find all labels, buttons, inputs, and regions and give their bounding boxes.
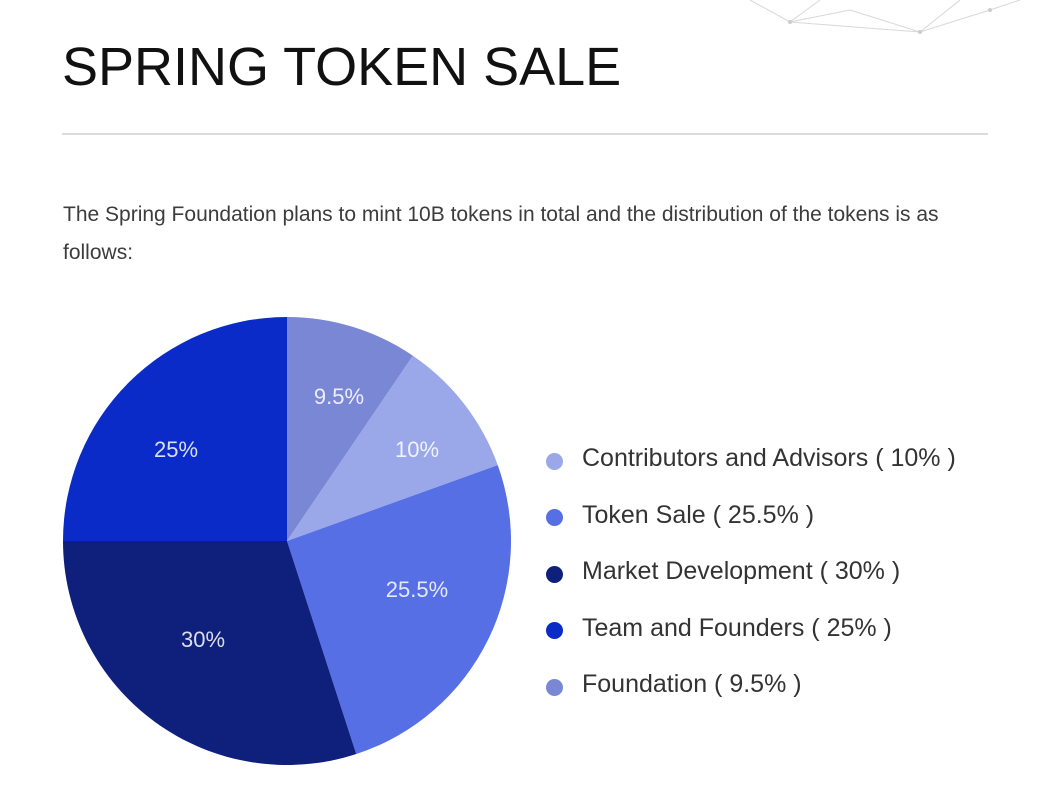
legend-swatch-contributors [546,452,563,470]
pie-slice-token-sale [287,465,511,755]
legend-label-team-founders: Team and Founders ( 25% ) [582,613,892,642]
legend-item-contributors: Contributors and Advisors ( 10% ) [546,438,956,495]
legend-item-token-sale: Token Sale ( 25.5% ) [546,495,956,552]
legend-item-team-founders: Team and Founders ( 25% ) [546,608,956,665]
pie-slice-contributors [287,355,498,541]
network-lines-decoration [749,0,1021,34]
legend-label-foundation: Foundation ( 9.5% ) [582,670,802,698]
legend-label-token-sale: Token Sale ( 25.5% ) [582,500,815,529]
pie-data-label-foundation: 9.5% [314,384,364,409]
pie-data-label-team-founders: 25% [154,437,198,462]
pie-slice-foundation [287,317,413,541]
title-divider [62,133,988,135]
intro-text: The Spring Foundation plans to mint 10B … [63,203,939,264]
legend-swatch-market-development [546,565,563,583]
legend-label-market-development: Market Development ( 30% ) [582,557,901,585]
legend-swatch-foundation [546,678,563,696]
pie-legend: Contributors and Advisors ( 10% ) Token S… [546,438,956,721]
pie-data-label-token-sale: 25.5% [386,577,448,602]
legend-swatch-token-sale [546,509,563,527]
legend-swatch-team-founders [546,622,563,640]
legend-item-foundation: Foundation ( 9.5% ) [546,664,956,721]
pie-slice-team-founders [63,317,287,541]
legend-item-market-development: Market Development ( 30% ) [546,551,956,608]
pie-data-label-market-development: 30% [181,627,225,652]
legend-label-contributors: Contributors and Advisors ( 10% ) [582,444,956,472]
pie-data-label-contributors: 10% [395,437,439,462]
page-title: SPRING TOKEN SALE [62,37,622,97]
pie-slice-market-development [63,541,357,766]
